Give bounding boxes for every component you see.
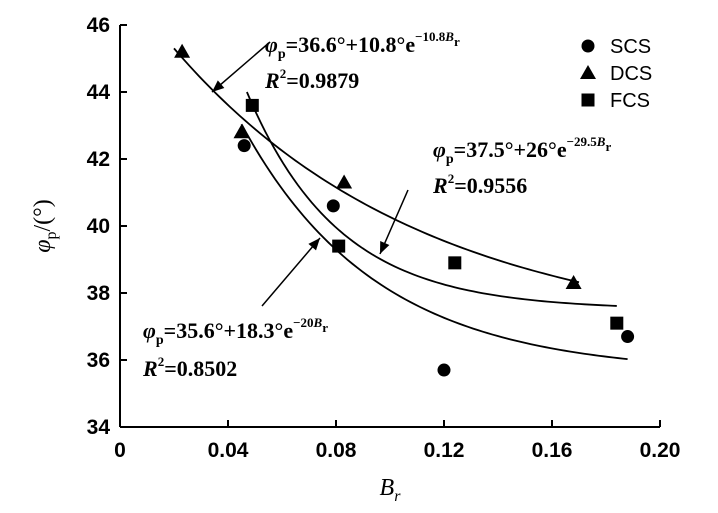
point-scs: [237, 139, 251, 153]
y-tick-label: 46: [87, 14, 110, 37]
point-fcs: [448, 256, 462, 270]
exponent-coefficient: −10.8: [415, 29, 446, 44]
exponent-variable: B: [444, 29, 454, 44]
x-tick-label: 0.12: [424, 439, 465, 462]
x-tick-label: 0.16: [532, 439, 573, 462]
y-tick-label: 42: [87, 148, 110, 171]
y-tick-label: 34: [87, 416, 111, 439]
arrowhead-fcs: [380, 241, 390, 254]
y-axis-label-unit: /(°): [30, 199, 56, 231]
exponent-variable-subscript: r: [322, 320, 328, 335]
ticks: 0 0.04 0.08 0.12 0.16 0.20 34 36 38 40 42 44 46: [87, 14, 681, 462]
y-axis-label-main: φ: [30, 239, 56, 252]
data-points: [174, 43, 635, 377]
exponent-coefficient: −29.5: [567, 134, 598, 149]
x-tick-label: 0.20: [640, 439, 681, 462]
r-squared-value: =0.9879: [286, 68, 359, 93]
equation-body: =36.6°+10.8°e: [286, 32, 416, 57]
equation-body: =37.5°+26°e: [454, 137, 567, 162]
r-symbol: R: [432, 173, 448, 198]
x-tick-label: 0: [114, 439, 126, 462]
r-squared-fcs: R2=0.9556: [432, 171, 527, 198]
y-axis-label: φp/(°): [30, 199, 60, 253]
exponent-coefficient: −20: [293, 315, 313, 330]
phi-subscript: p: [278, 47, 286, 62]
phi-symbol: φ: [265, 32, 278, 57]
r-symbol: R: [264, 68, 280, 93]
x-axis-label-sub: r: [394, 488, 401, 505]
point-fcs: [245, 98, 259, 112]
arrow-scs: [261, 237, 321, 307]
r-squared-dcs: R2=0.9879: [264, 66, 359, 93]
fit-curve-fcs: [246, 91, 617, 307]
r-symbol: R: [142, 356, 158, 381]
equation-body: =35.6°+18.3°e: [164, 318, 294, 343]
x-axis-label: Br: [380, 475, 402, 505]
x-axis-label-main: B: [380, 475, 395, 501]
annotations: φp=36.6°+10.8°e−10.8BrR2=0.9879φp=37.5°+…: [142, 29, 611, 381]
fit-curve-scs: [240, 123, 628, 361]
legend-marker-fcs: [581, 93, 595, 107]
legend: SCS DCS FCS: [580, 36, 652, 112]
y-tick-label: 40: [87, 215, 110, 238]
exponent-variable-subscript: r: [605, 139, 611, 154]
arrowhead-scs: [308, 238, 320, 251]
point-fcs: [332, 239, 346, 253]
legend-marker-scs: [581, 39, 595, 53]
x-tick-label: 0.08: [316, 439, 357, 462]
exponent-variable: B: [596, 134, 606, 149]
point-scs: [621, 330, 635, 344]
r-superscript: 2: [158, 354, 165, 369]
point-dcs: [565, 274, 582, 289]
phi-symbol: φ: [143, 318, 156, 343]
exponent-variable: B: [313, 315, 323, 330]
fit-equation-scs: φp=35.6°+18.3°e−20Br: [143, 315, 328, 348]
r-squared-value: =0.8502: [164, 356, 237, 381]
legend-label-dcs: DCS: [610, 63, 652, 85]
y-tick-label: 38: [87, 282, 111, 305]
y-tick-label: 36: [87, 349, 110, 372]
arrow-dcs: [211, 41, 271, 93]
phi-symbol: φ: [433, 137, 446, 162]
x-tick-label: 0.04: [208, 439, 249, 462]
y-axis-label-sub: p: [43, 231, 60, 239]
point-dcs: [174, 43, 191, 58]
fit-equation-dcs: φp=36.6°+10.8°e−10.8Br: [265, 29, 460, 62]
fit-curves: [173, 47, 628, 361]
y-tick-label: 44: [87, 81, 111, 104]
point-scs: [437, 363, 451, 377]
point-scs: [326, 199, 340, 213]
r-squared-value: =0.9556: [454, 173, 527, 198]
legend-label-scs: SCS: [610, 36, 651, 58]
point-dcs: [336, 174, 353, 189]
r-superscript: 2: [280, 66, 287, 81]
r-superscript: 2: [448, 171, 455, 186]
phi-subscript: p: [446, 152, 454, 167]
exponent-variable-subscript: r: [454, 34, 460, 49]
point-fcs: [610, 316, 624, 330]
point-dcs: [233, 124, 250, 139]
phi-subscript: p: [156, 333, 164, 348]
legend-label-fcs: FCS: [610, 90, 650, 112]
arrowhead-dcs: [212, 80, 225, 92]
legend-marker-dcs: [580, 65, 596, 79]
fit-curve-dcs: [173, 47, 580, 284]
r-squared-scs: R2=0.8502: [142, 354, 237, 381]
fit-equation-fcs: φp=37.5°+26°e−29.5Br: [433, 134, 611, 167]
